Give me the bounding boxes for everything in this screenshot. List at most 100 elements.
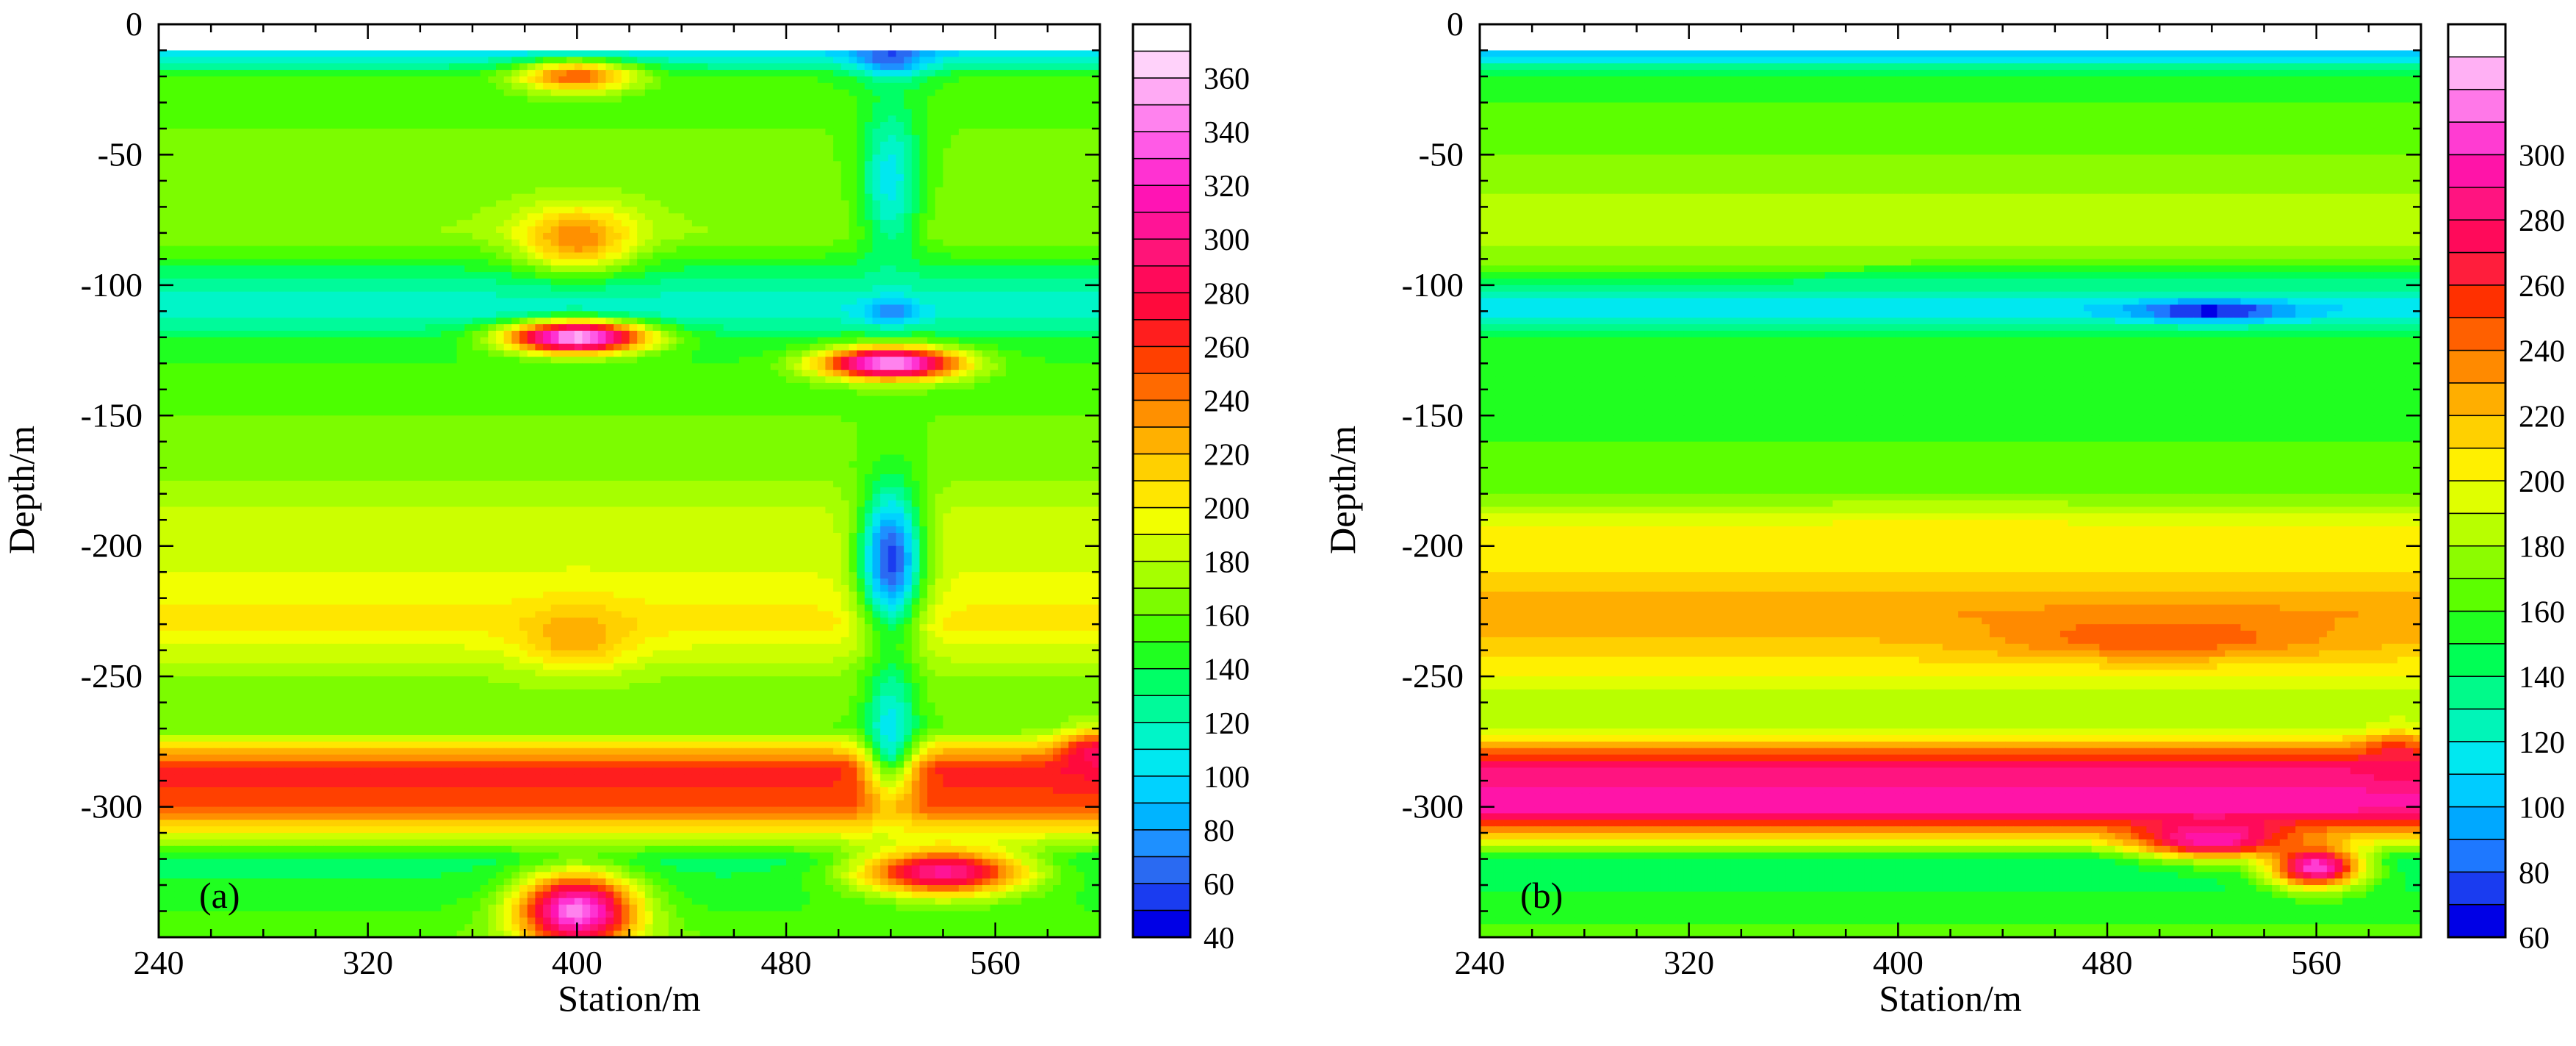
contour-cell [528,135,536,142]
contour-cell [700,122,708,129]
contour-cell [833,115,841,122]
contour-cell [857,63,865,70]
contour-cell [794,83,802,90]
contour-cell [182,90,190,96]
contour-cell [967,50,975,57]
contour-cell [370,154,378,161]
contour-cell [284,50,292,57]
contour-cell [496,50,504,57]
contour-cell [1006,96,1014,103]
contour-cell [763,129,771,135]
contour-cell [982,129,990,135]
contour-cell [598,148,606,155]
contour-cell [818,90,826,96]
contour-cell [566,115,575,122]
contour-cell [481,161,489,168]
contour-cell [582,90,590,96]
contour-cell [449,142,457,148]
contour-cell [441,50,449,57]
contour-cell [355,90,363,96]
contour-cell [904,154,912,161]
contour-cell [778,50,786,57]
contour-cell [582,70,590,76]
contour-cell [802,109,810,115]
contour-cell [825,154,833,161]
contour-cell [214,148,222,155]
contour-cell [912,76,920,83]
contour-cell [825,96,833,103]
contour-cell [229,50,237,57]
contour-cell [614,76,622,83]
contour-cell [394,96,402,103]
contour-cell [528,83,536,90]
contour-cell [245,96,253,103]
contour-cell [943,148,951,155]
contour-cell [575,135,583,142]
contour-cell [174,83,182,90]
contour-cell [998,115,1006,122]
contour-cell [739,154,747,161]
contour-cell [1084,129,1093,135]
contour-cell [677,50,685,57]
contour-cell [575,90,583,96]
contour-cell [614,96,622,103]
contour-cell [771,102,779,109]
contour-cell [605,102,614,109]
contour-cell [786,115,794,122]
contour-cell [488,142,496,148]
contour-cell [880,70,888,76]
contour-cell [308,96,316,103]
contour-cell [582,129,590,135]
contour-cell [872,96,880,103]
contour-cell [378,129,386,135]
contour-cell [182,154,190,161]
contour-cell [771,115,779,122]
contour-cell [590,122,598,129]
contour-cell [653,109,661,115]
contour-cell [857,115,865,122]
contour-cell [888,76,896,83]
contour-cell [677,161,685,168]
contour-cell [386,102,395,109]
contour-cell [974,63,982,70]
contour-cell [566,148,575,155]
contour-cell [1076,90,1084,96]
contour-cell [167,50,175,57]
contour-cell [865,148,873,155]
contour-cell [849,142,857,148]
contour-cell [316,70,324,76]
contour-cell [896,50,904,57]
contour-cell [425,83,433,90]
contour-cell [543,102,551,109]
contour-cell [622,142,630,148]
contour-cell [778,102,786,109]
contour-cell [1006,135,1014,142]
contour-cell [622,70,630,76]
contour-cell [763,90,771,96]
contour-cell [190,83,198,90]
contour-cell [912,63,920,70]
contour-cell [622,96,630,103]
contour-cell [449,90,457,96]
contour-cell [575,109,583,115]
contour-cell [551,50,559,57]
contour-cell [182,102,190,109]
contour-cell [1014,83,1022,90]
contour-cell [794,70,802,76]
contour-cell [386,161,395,168]
contour-cell [268,129,276,135]
contour-cell [637,154,645,161]
contour-cell [833,50,841,57]
contour-cell [292,115,300,122]
contour-cell [284,154,292,161]
contour-cell [1076,50,1084,57]
contour-cell [872,142,880,148]
contour-cell [221,96,229,103]
contour-cell [677,83,685,90]
contour-cell [394,148,402,155]
contour-cell [872,76,880,83]
contour-cell [386,57,395,63]
contour-cell [692,83,700,90]
contour-cell [888,129,896,135]
contour-cell [245,102,253,109]
